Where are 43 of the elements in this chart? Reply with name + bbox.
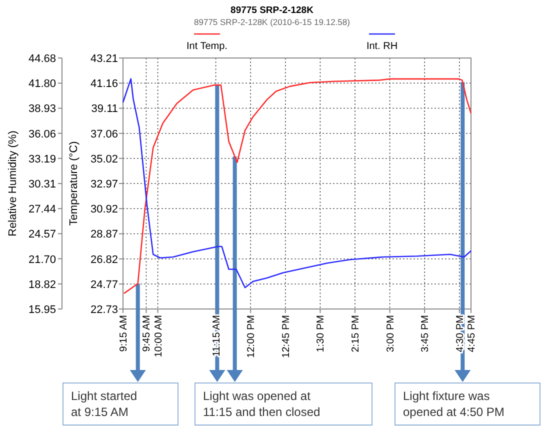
legend-label: Int. RH [366, 41, 398, 52]
x-tick-label: 4:30 PM [454, 315, 466, 352]
text: Light was opened at 11:15 and then closed [203, 389, 320, 419]
x-tick-label: 9:45 AM [142, 315, 153, 352]
y-tick-label: 41.16 [90, 78, 118, 90]
text: Light fixture was opened at 4:50 PM [403, 389, 504, 419]
x-tick-label: 3:00 PM [385, 315, 396, 352]
chart-subtitle: 89775 SRP-2-128K (2010-6-15 19.12.58) [194, 17, 350, 27]
y-tick-label: 39.11 [91, 103, 118, 116]
y2-tick-label: 21.70 [28, 254, 56, 266]
legend-label: Int Temp. [186, 41, 228, 52]
x-tick-label: 3:45 PM [420, 315, 432, 352]
y2-tick-label: 44.68 [28, 53, 56, 65]
y-tick-label: 35.02 [90, 153, 118, 166]
y2-axis-title: Relative Humidity (%) [7, 130, 19, 236]
y-tick-label: 43.21 [90, 53, 118, 65]
y-tick-label: 26.82 [90, 254, 118, 266]
x-tick-label: 2:15 PM [350, 315, 362, 352]
x-tick-label: 4:45 PM [466, 315, 478, 352]
y2-tick-label: 36.06 [28, 128, 56, 140]
x-tick-label: 10:00 AM [153, 315, 164, 358]
chart-title: 89775 SRP-2-128K [230, 5, 314, 16]
y2-tick-label: 27.44 [28, 204, 56, 216]
y-tick-label: 32.97 [90, 178, 118, 190]
y-tick-label: 28.87 [90, 228, 118, 241]
y2-tick-label: 38.93 [28, 103, 56, 116]
text: Light started at 9:15 AM [71, 389, 138, 419]
x-tick-label: 9:15 AM [118, 315, 130, 352]
y2-tick-label: 33.19 [28, 153, 56, 166]
x-tick-label: 11:15 AM [211, 315, 222, 357]
y-tick-label: 24.77 [90, 279, 118, 291]
x-tick-label: 1:30 PM [316, 315, 327, 352]
y-tick-label: 37.06 [90, 128, 118, 140]
y2-tick-label: 18.82 [28, 278, 56, 291]
x-tick-label: 12:00 PM [246, 315, 258, 358]
y2-tick-label: 15.95 [28, 304, 56, 316]
y-tick-label: 22.73 [90, 304, 118, 316]
y2-tick-label: 41.80 [28, 78, 56, 90]
y-axis-title: Temperature (°C) [68, 141, 80, 226]
x-tick-label: 12:45 PM [280, 315, 292, 358]
y-tick-label: 30.92 [90, 204, 118, 216]
y2-tick-label: 30.31 [28, 178, 56, 191]
y2-tick-label: 24.57 [28, 228, 56, 241]
